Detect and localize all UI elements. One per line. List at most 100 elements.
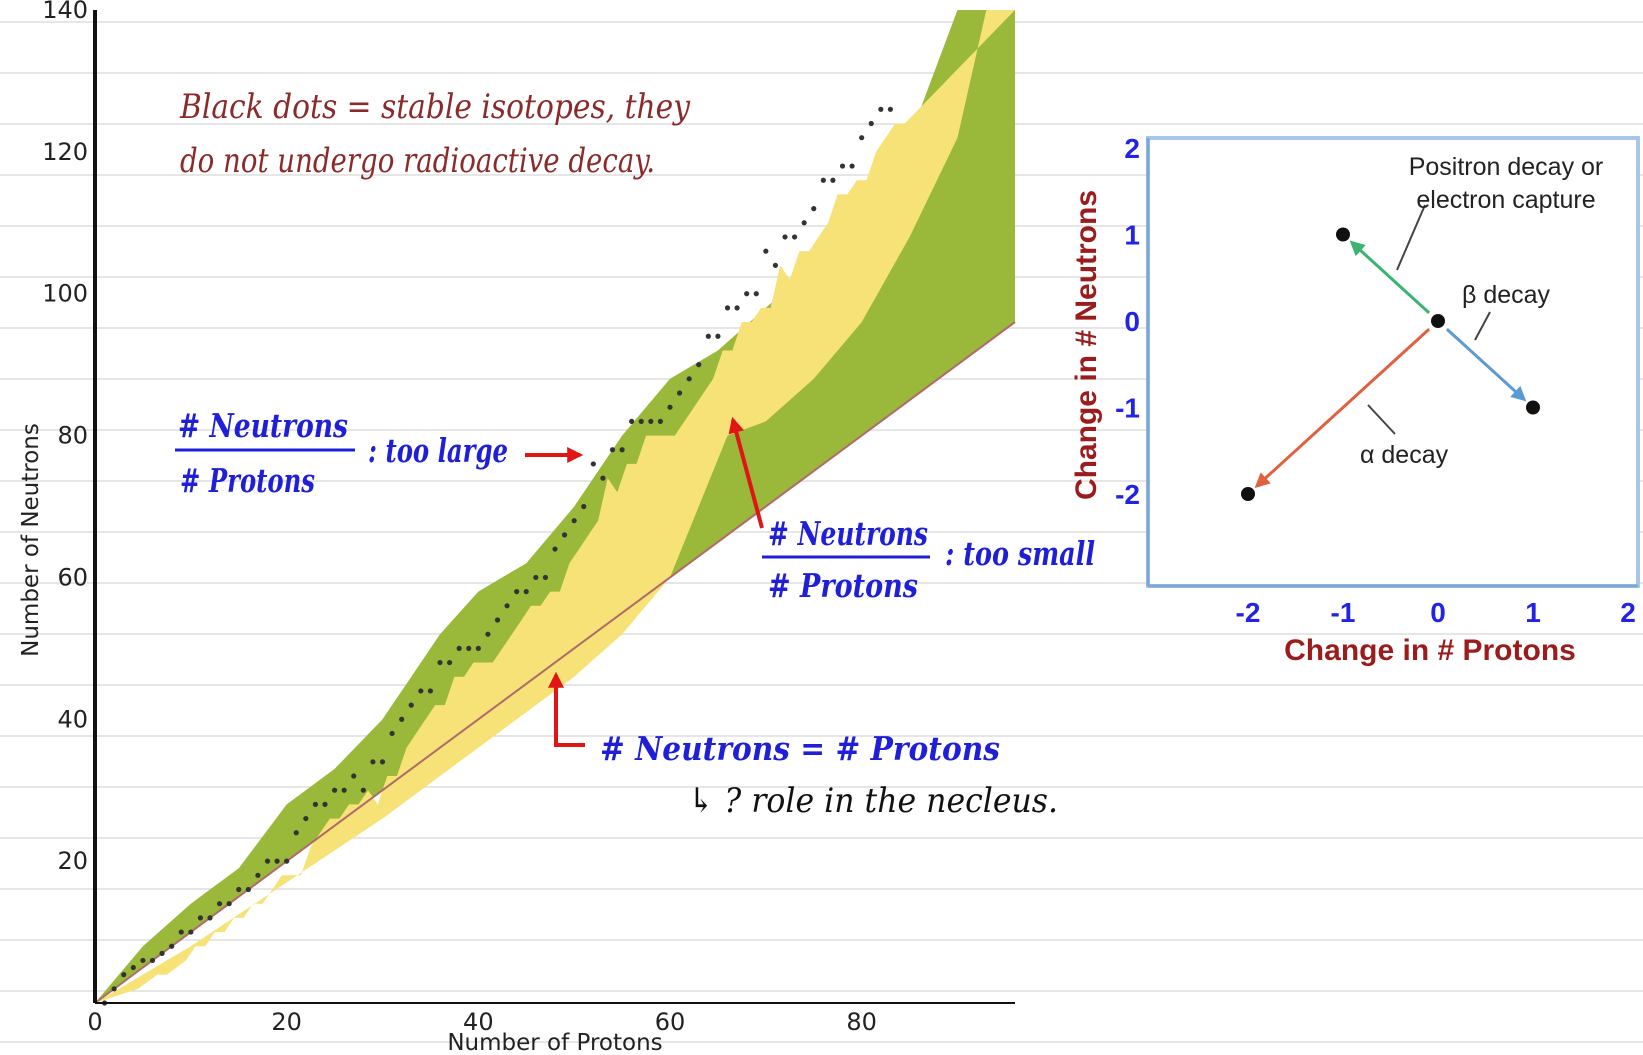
- stable-isotope-dot: [226, 901, 232, 907]
- stable-isotope-dot: [274, 858, 280, 864]
- stable-isotope-dot: [523, 589, 529, 595]
- decay-arrow: [1254, 327, 1431, 488]
- stable-isotope-dot: [236, 886, 242, 893]
- inset-x-tick-label: 2: [1620, 597, 1636, 628]
- stable-isotope-dot: [542, 574, 549, 581]
- y-tick-label: 40: [57, 705, 88, 733]
- stable-isotope-dot: [341, 787, 347, 793]
- stable-isotope-dot: [619, 447, 625, 453]
- x-tick-labels: 0 20 40 60 80: [87, 1008, 877, 1036]
- stable-isotope-dot: [427, 688, 434, 694]
- inset-x-tick-label: 0: [1430, 597, 1446, 628]
- label-beta: β decay: [1462, 281, 1551, 309]
- stable-isotope-dot: [456, 645, 462, 651]
- stable-isotope-dot: [791, 234, 798, 240]
- inset-y-tick-label: -1: [1115, 393, 1140, 424]
- stable-isotope-dot: [255, 872, 261, 878]
- stable-isotope-dot: [744, 291, 750, 297]
- stable-isotope-dot: [590, 461, 596, 467]
- stable-isotope-dot: [600, 475, 606, 481]
- stable-isotope-dot: [207, 915, 213, 921]
- stable-isotope-dot: [466, 645, 472, 651]
- stable-isotope-dot: [351, 773, 357, 779]
- inset-y-axis-title: Change in # Neutrons: [1070, 190, 1103, 500]
- x-tick-label: 20: [271, 1008, 302, 1036]
- main-chart: 0 20 40 60 80 20 40 60 80 100 120 140 Number of Pr…: [18, 0, 1016, 1055]
- leader-beta: [1474, 311, 1491, 341]
- stable-isotope-dot: [561, 532, 568, 538]
- stable-isotope-dot: [705, 333, 711, 339]
- x-tick-label: 40: [463, 1008, 494, 1036]
- stable-note-line2: do not undergo radioactive decay.: [180, 141, 655, 181]
- stable-isotope-dot: [801, 220, 807, 226]
- stable-isotope-dot: [887, 106, 894, 112]
- stable-isotope-dot: [389, 730, 395, 737]
- stable-isotope-dot: [657, 418, 664, 424]
- inset-point: [1526, 400, 1540, 415]
- inset-x-tick-labels: -2 -1 0 1 2: [1236, 597, 1636, 628]
- stable-isotope-dot: [379, 759, 386, 765]
- band-yellow: [95, 10, 1015, 1003]
- inset-y-tick-labels: 2 1 0 -1 -2: [1115, 133, 1140, 510]
- inset-x-axis-title: Change in # Protons: [1284, 634, 1576, 667]
- stable-isotope-dot: [868, 120, 874, 127]
- stable-isotope-dot: [849, 163, 855, 169]
- stable-isotope-dot: [197, 915, 204, 921]
- stable-isotope-dot: [264, 858, 271, 864]
- stable-isotope-dot: [475, 645, 481, 651]
- stable-isotope-dot: [418, 688, 424, 694]
- y-tick-label: 100: [42, 280, 88, 308]
- stable-isotope-dot: [772, 262, 779, 268]
- ratio-large-numerator: # Neutrons: [178, 406, 348, 445]
- stable-isotope-dot: [216, 901, 223, 907]
- stable-isotope-dot: [303, 815, 309, 822]
- inset-y-tick-label: -2: [1115, 479, 1140, 510]
- stable-isotope-dot: [763, 248, 769, 254]
- stable-isotope-dot: [437, 659, 443, 666]
- stable-isotope-dot: [638, 418, 644, 424]
- inset-x-tick-label: 1: [1525, 597, 1541, 628]
- ruled-paper-lines: [0, 21, 1643, 1043]
- stable-isotope-dot: [485, 631, 491, 637]
- inset-points: [1241, 227, 1540, 501]
- stable-isotope-dot: [782, 234, 788, 240]
- stable-isotope-dot: [408, 702, 414, 708]
- leader-alpha: [1367, 404, 1396, 435]
- stable-isotope-dot: [629, 418, 635, 424]
- stable-isotope-dot: [494, 617, 501, 623]
- stable-isotope-dot: [178, 929, 184, 935]
- inset-y-tick-label: 0: [1124, 306, 1140, 337]
- stable-isotope-dot: [188, 929, 194, 935]
- stable-isotope-dot: [360, 787, 366, 793]
- stable-isotope-dot: [686, 376, 692, 382]
- stable-isotope-dot: [504, 603, 510, 609]
- stable-isotope-dot: [322, 801, 328, 808]
- stable-isotope-dot: [820, 177, 826, 183]
- decay-inset-chart: -2 -1 0 1 2 2 1 0 -1 -2 Change in # Protons Chan…: [1070, 133, 1640, 667]
- stable-isotope-dot: [140, 957, 146, 964]
- stable-isotope-dot: [331, 787, 338, 793]
- inset-point: [1241, 487, 1255, 501]
- decay-arrow: [1445, 327, 1527, 402]
- stable-isotope-dot: [667, 404, 673, 410]
- y-tick-label: 20: [57, 847, 88, 875]
- label-positron-line1: Positron decay or: [1409, 153, 1604, 181]
- equal-line-label: # Neutrons = # Protons: [600, 729, 1000, 768]
- y-tick-label: 80: [57, 422, 88, 450]
- stable-isotope-dot: [399, 716, 405, 722]
- label-positron-line2: electron capture: [1416, 186, 1595, 214]
- x-tick-label: 0: [87, 1008, 102, 1036]
- stable-isotope-dot: [121, 972, 127, 978]
- arrow-too-small: [728, 416, 764, 529]
- stable-isotope-dot: [715, 333, 721, 339]
- stable-isotope-dot: [130, 964, 136, 971]
- x-tick-label: 60: [655, 1008, 686, 1036]
- stable-isotope-dot: [293, 830, 299, 836]
- stable-isotope-dot: [446, 659, 453, 666]
- stable-isotope-dot: [312, 801, 319, 808]
- inset-decay-arrows: [1254, 240, 1527, 488]
- stable-isotope-dot: [830, 177, 836, 183]
- stable-isotope-dot: [839, 163, 846, 169]
- y-tick-labels: 20 40 60 80 100 120 140: [42, 0, 88, 875]
